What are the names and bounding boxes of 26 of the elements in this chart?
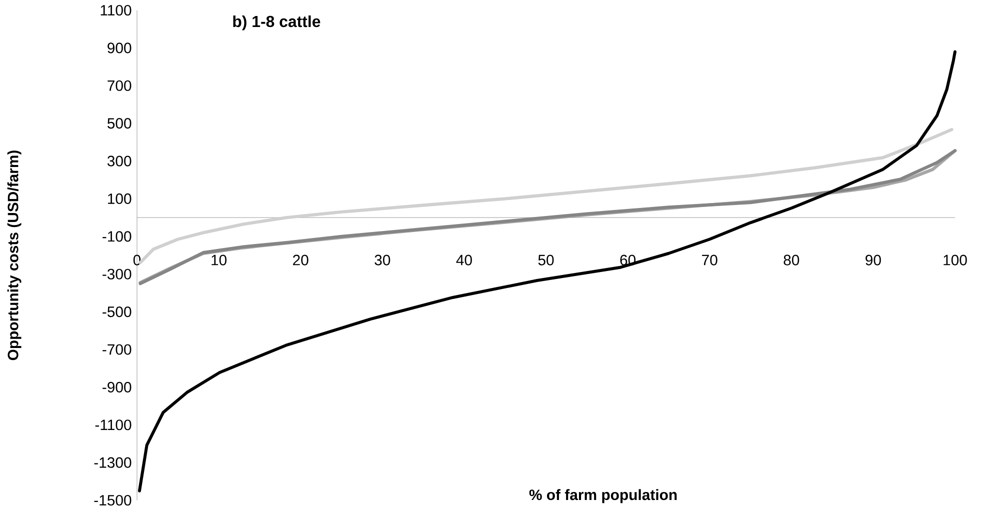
y-tick-label: -300 (102, 269, 132, 280)
x-tick-label: 100 (944, 254, 967, 266)
chart-title: b) 1-8 cattle (233, 16, 320, 31)
x-tick-label: 10 (212, 254, 227, 266)
y-tick-label: 900 (108, 42, 132, 54)
y-axis-title: Opportunity costs (USD/farm) (7, 150, 22, 360)
y-tick-label: 1100 (100, 5, 132, 16)
y-tick-label: 700 (108, 80, 132, 92)
y-tick-label: -1100 (95, 420, 132, 430)
y-tick-label: 100 (108, 194, 132, 204)
x-tick-label: 70 (702, 254, 718, 266)
x-tick-label: 90 (866, 254, 881, 266)
x-tick-label: 30 (374, 254, 390, 266)
y-tick-label: -1500 (94, 495, 132, 506)
y-tick-label: -1300 (94, 458, 132, 468)
y-tick-label: -500 (102, 306, 132, 318)
y-tick-label: -700 (102, 344, 132, 356)
y-tick-label: 500 (107, 118, 132, 129)
y-tick-label: 300 (107, 156, 132, 167)
y-tick-label: -100 (102, 231, 132, 242)
x-tick-label: 40 (456, 254, 472, 266)
x-axis-title: % of farm population (529, 489, 677, 504)
x-tick-label: 50 (538, 254, 554, 266)
x-tick-label: 80 (784, 254, 800, 266)
y-tick-label: -900 (102, 382, 132, 393)
x-tick-label: 20 (293, 254, 308, 266)
